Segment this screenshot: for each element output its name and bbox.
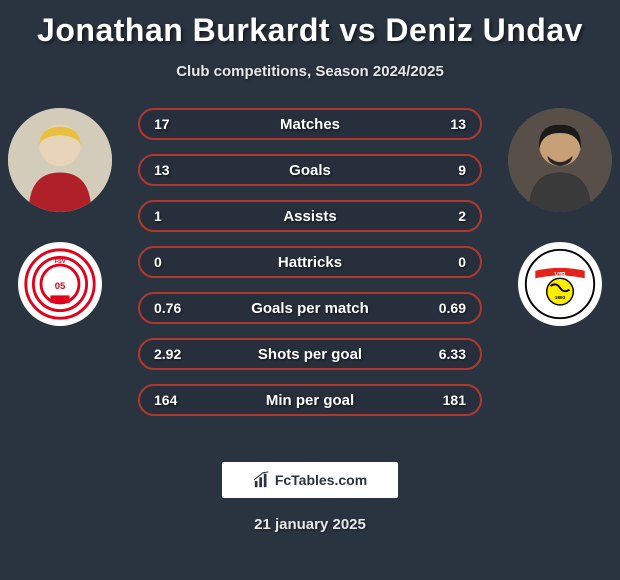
stat-row: 17Matches13 <box>138 108 482 140</box>
stat-row: 13Goals9 <box>138 154 482 186</box>
brand-text: FcTables.com <box>275 472 367 488</box>
stats-list: 17Matches1313Goals91Assists20Hattricks00… <box>138 108 482 430</box>
stat-value-right: 0 <box>426 254 466 270</box>
stat-value-right: 13 <box>426 116 466 132</box>
player-left-avatar <box>8 108 112 212</box>
brand-badge: FcTables.com <box>222 462 398 498</box>
player-right-club-badge: VfB 1893 <box>518 242 602 326</box>
stat-value-left: 13 <box>154 162 194 178</box>
stat-row: 0Hattricks0 <box>138 246 482 278</box>
stat-value-left: 0.76 <box>154 300 194 316</box>
stat-value-left: 164 <box>154 392 194 408</box>
snapshot-date: 21 january 2025 <box>0 516 620 533</box>
player-right-avatar <box>508 108 612 212</box>
stat-value-right: 181 <box>426 392 466 408</box>
stat-value-left: 2.92 <box>154 346 194 362</box>
stat-row: 1Assists2 <box>138 200 482 232</box>
club-crest-icon: VfB 1893 <box>522 246 598 322</box>
comparison-body: FSV 05 VfB 1893 17Matches13 13Goals9 1Assi… <box>0 108 620 438</box>
stat-value-right: 6.33 <box>426 346 466 362</box>
stat-row: 164Min per goal181 <box>138 384 482 416</box>
comparison-subtitle: Club competitions, Season 2024/2025 <box>0 63 620 80</box>
stat-value-left: 1 <box>154 208 194 224</box>
club-crest-icon: FSV 05 <box>22 246 98 322</box>
stat-value-right: 0.69 <box>426 300 466 316</box>
person-icon <box>8 108 112 212</box>
person-icon <box>508 108 612 212</box>
stat-row: 0.76Goals per match0.69 <box>138 292 482 324</box>
stat-value-right: 9 <box>426 162 466 178</box>
svg-text:VfB: VfB <box>554 271 566 278</box>
svg-text:05: 05 <box>55 281 66 292</box>
comparison-title: Jonathan Burkardt vs Deniz Undav <box>0 0 620 49</box>
bar-chart-icon <box>253 471 271 489</box>
svg-text:1893: 1893 <box>555 295 566 301</box>
stat-row: 2.92Shots per goal6.33 <box>138 338 482 370</box>
stat-value-left: 17 <box>154 116 194 132</box>
stat-value-left: 0 <box>154 254 194 270</box>
player-left-club-badge: FSV 05 <box>18 242 102 326</box>
svg-text:FSV: FSV <box>54 259 65 265</box>
stat-value-right: 2 <box>426 208 466 224</box>
